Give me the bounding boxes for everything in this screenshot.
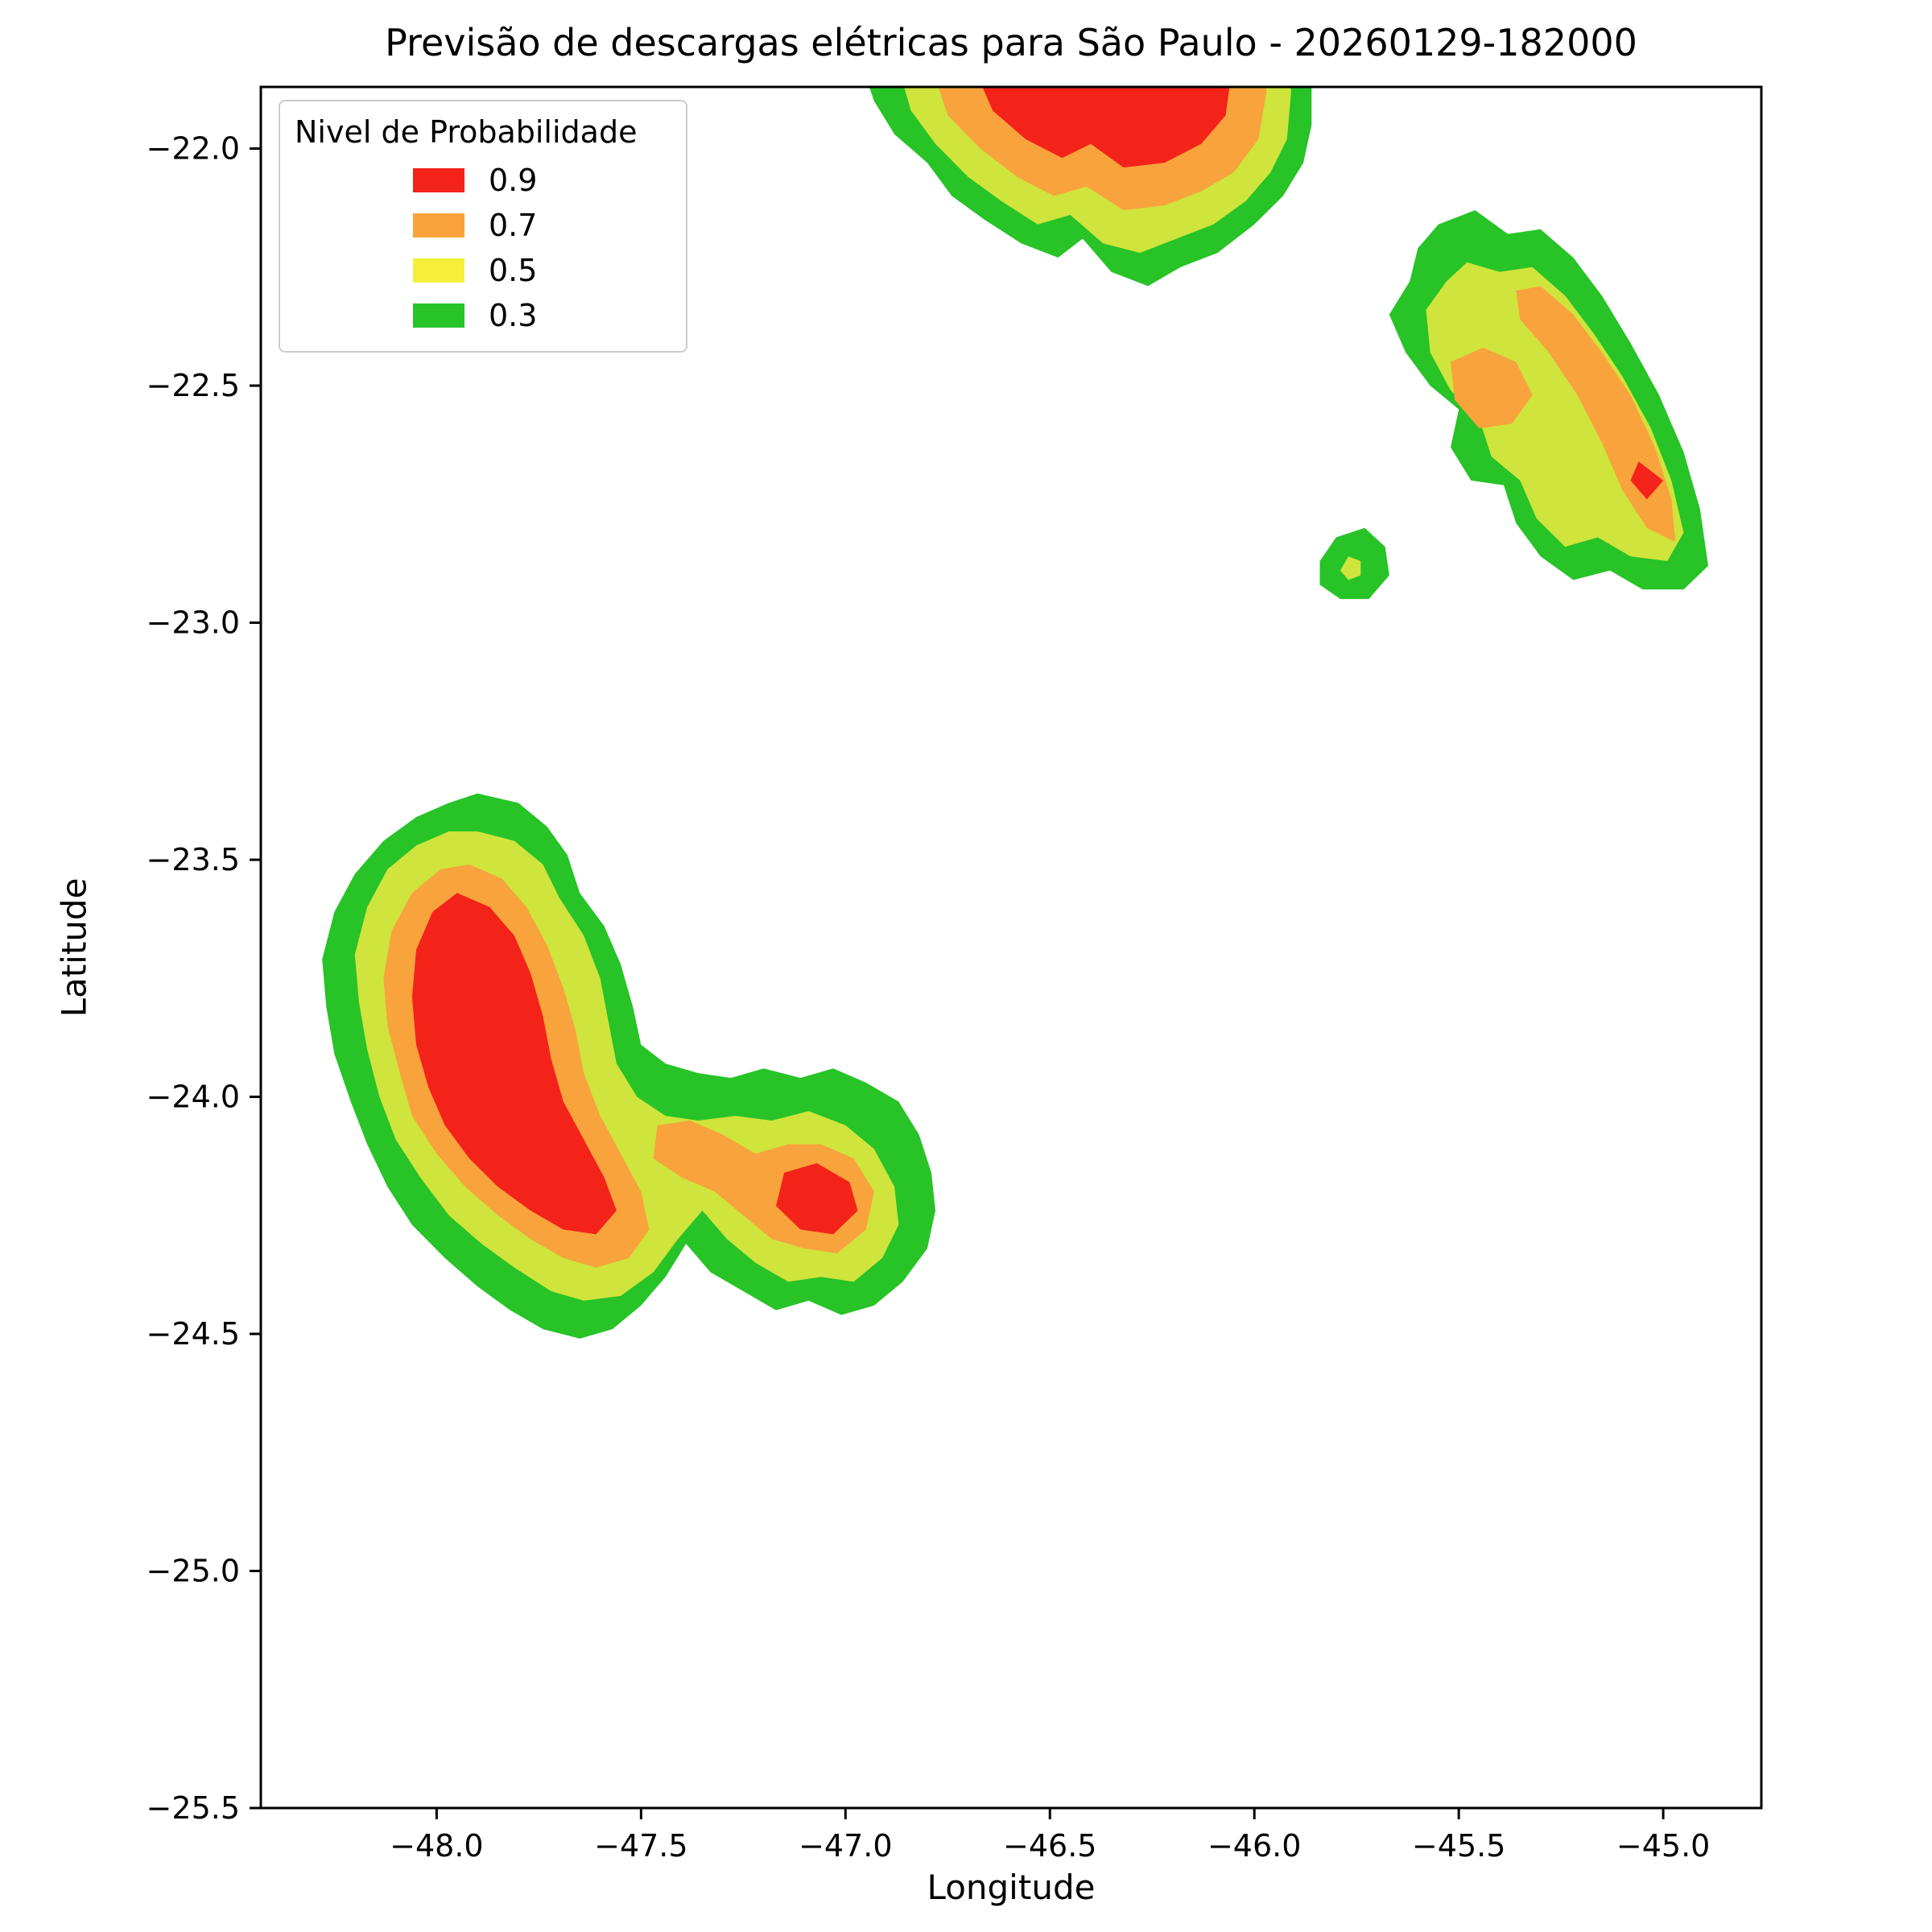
legend-entry-label: 0.5 xyxy=(489,253,538,288)
y-axis-label: Latitude xyxy=(54,877,94,1018)
legend-swatch-icon xyxy=(413,258,464,283)
legend-title: Nivel de Probabilidade xyxy=(295,114,638,150)
x-tick-label: −48.0 xyxy=(390,1828,483,1864)
y-tick-label: −25.0 xyxy=(147,1554,240,1589)
y-tick-label: −22.0 xyxy=(147,131,240,167)
x-axis-label: Longitude xyxy=(927,1868,1096,1907)
region-southwest-cell-red xyxy=(411,893,617,1235)
legend-entry-label: 0.3 xyxy=(489,298,538,333)
y-tick-label: −24.5 xyxy=(147,1316,240,1352)
plot-border xyxy=(259,85,1763,1810)
region-east-cell-orange-core xyxy=(1451,347,1533,429)
legend-entry: 0.5 xyxy=(288,248,678,293)
legend-swatch-icon xyxy=(413,168,464,192)
x-tick-label: −47.0 xyxy=(799,1828,892,1864)
legend-entry: 0.7 xyxy=(288,203,678,248)
legend: Nivel de Probabilidade 0.9 0.7 0.5 0.3 xyxy=(279,100,687,353)
region-north-cell-red xyxy=(982,87,1230,168)
legend-entry: 0.3 xyxy=(288,293,678,338)
y-tick-label: −25.5 xyxy=(147,1790,240,1826)
region-east-cell-red-speck xyxy=(1630,461,1664,500)
legend-swatch-icon xyxy=(413,303,464,328)
y-tick-label: −23.0 xyxy=(147,605,240,641)
y-tick-label: −22.5 xyxy=(147,368,240,403)
contour-regions xyxy=(322,87,1708,1339)
chart-title: Previsão de descargas elétricas para São… xyxy=(385,21,1637,64)
x-tick-label: −46.5 xyxy=(1003,1828,1096,1864)
x-tick-label: −45.5 xyxy=(1412,1828,1505,1864)
legend-swatch-icon xyxy=(413,213,464,237)
legend-entry-label: 0.9 xyxy=(489,163,538,198)
region-east-arm-red xyxy=(776,1163,858,1235)
x-tick-label: −46.0 xyxy=(1208,1828,1301,1864)
region-east-cell-yellow xyxy=(1426,262,1684,561)
y-tick-label: −24.0 xyxy=(147,1080,240,1115)
region-small-cell-yellow-dot xyxy=(1340,556,1361,580)
x-tick-label: −47.5 xyxy=(594,1828,687,1864)
legend-entry: 0.9 xyxy=(288,158,678,203)
legend-entry-label: 0.7 xyxy=(489,208,538,243)
x-tick-label: −45.0 xyxy=(1616,1828,1710,1864)
y-tick-label: −23.5 xyxy=(147,842,240,877)
